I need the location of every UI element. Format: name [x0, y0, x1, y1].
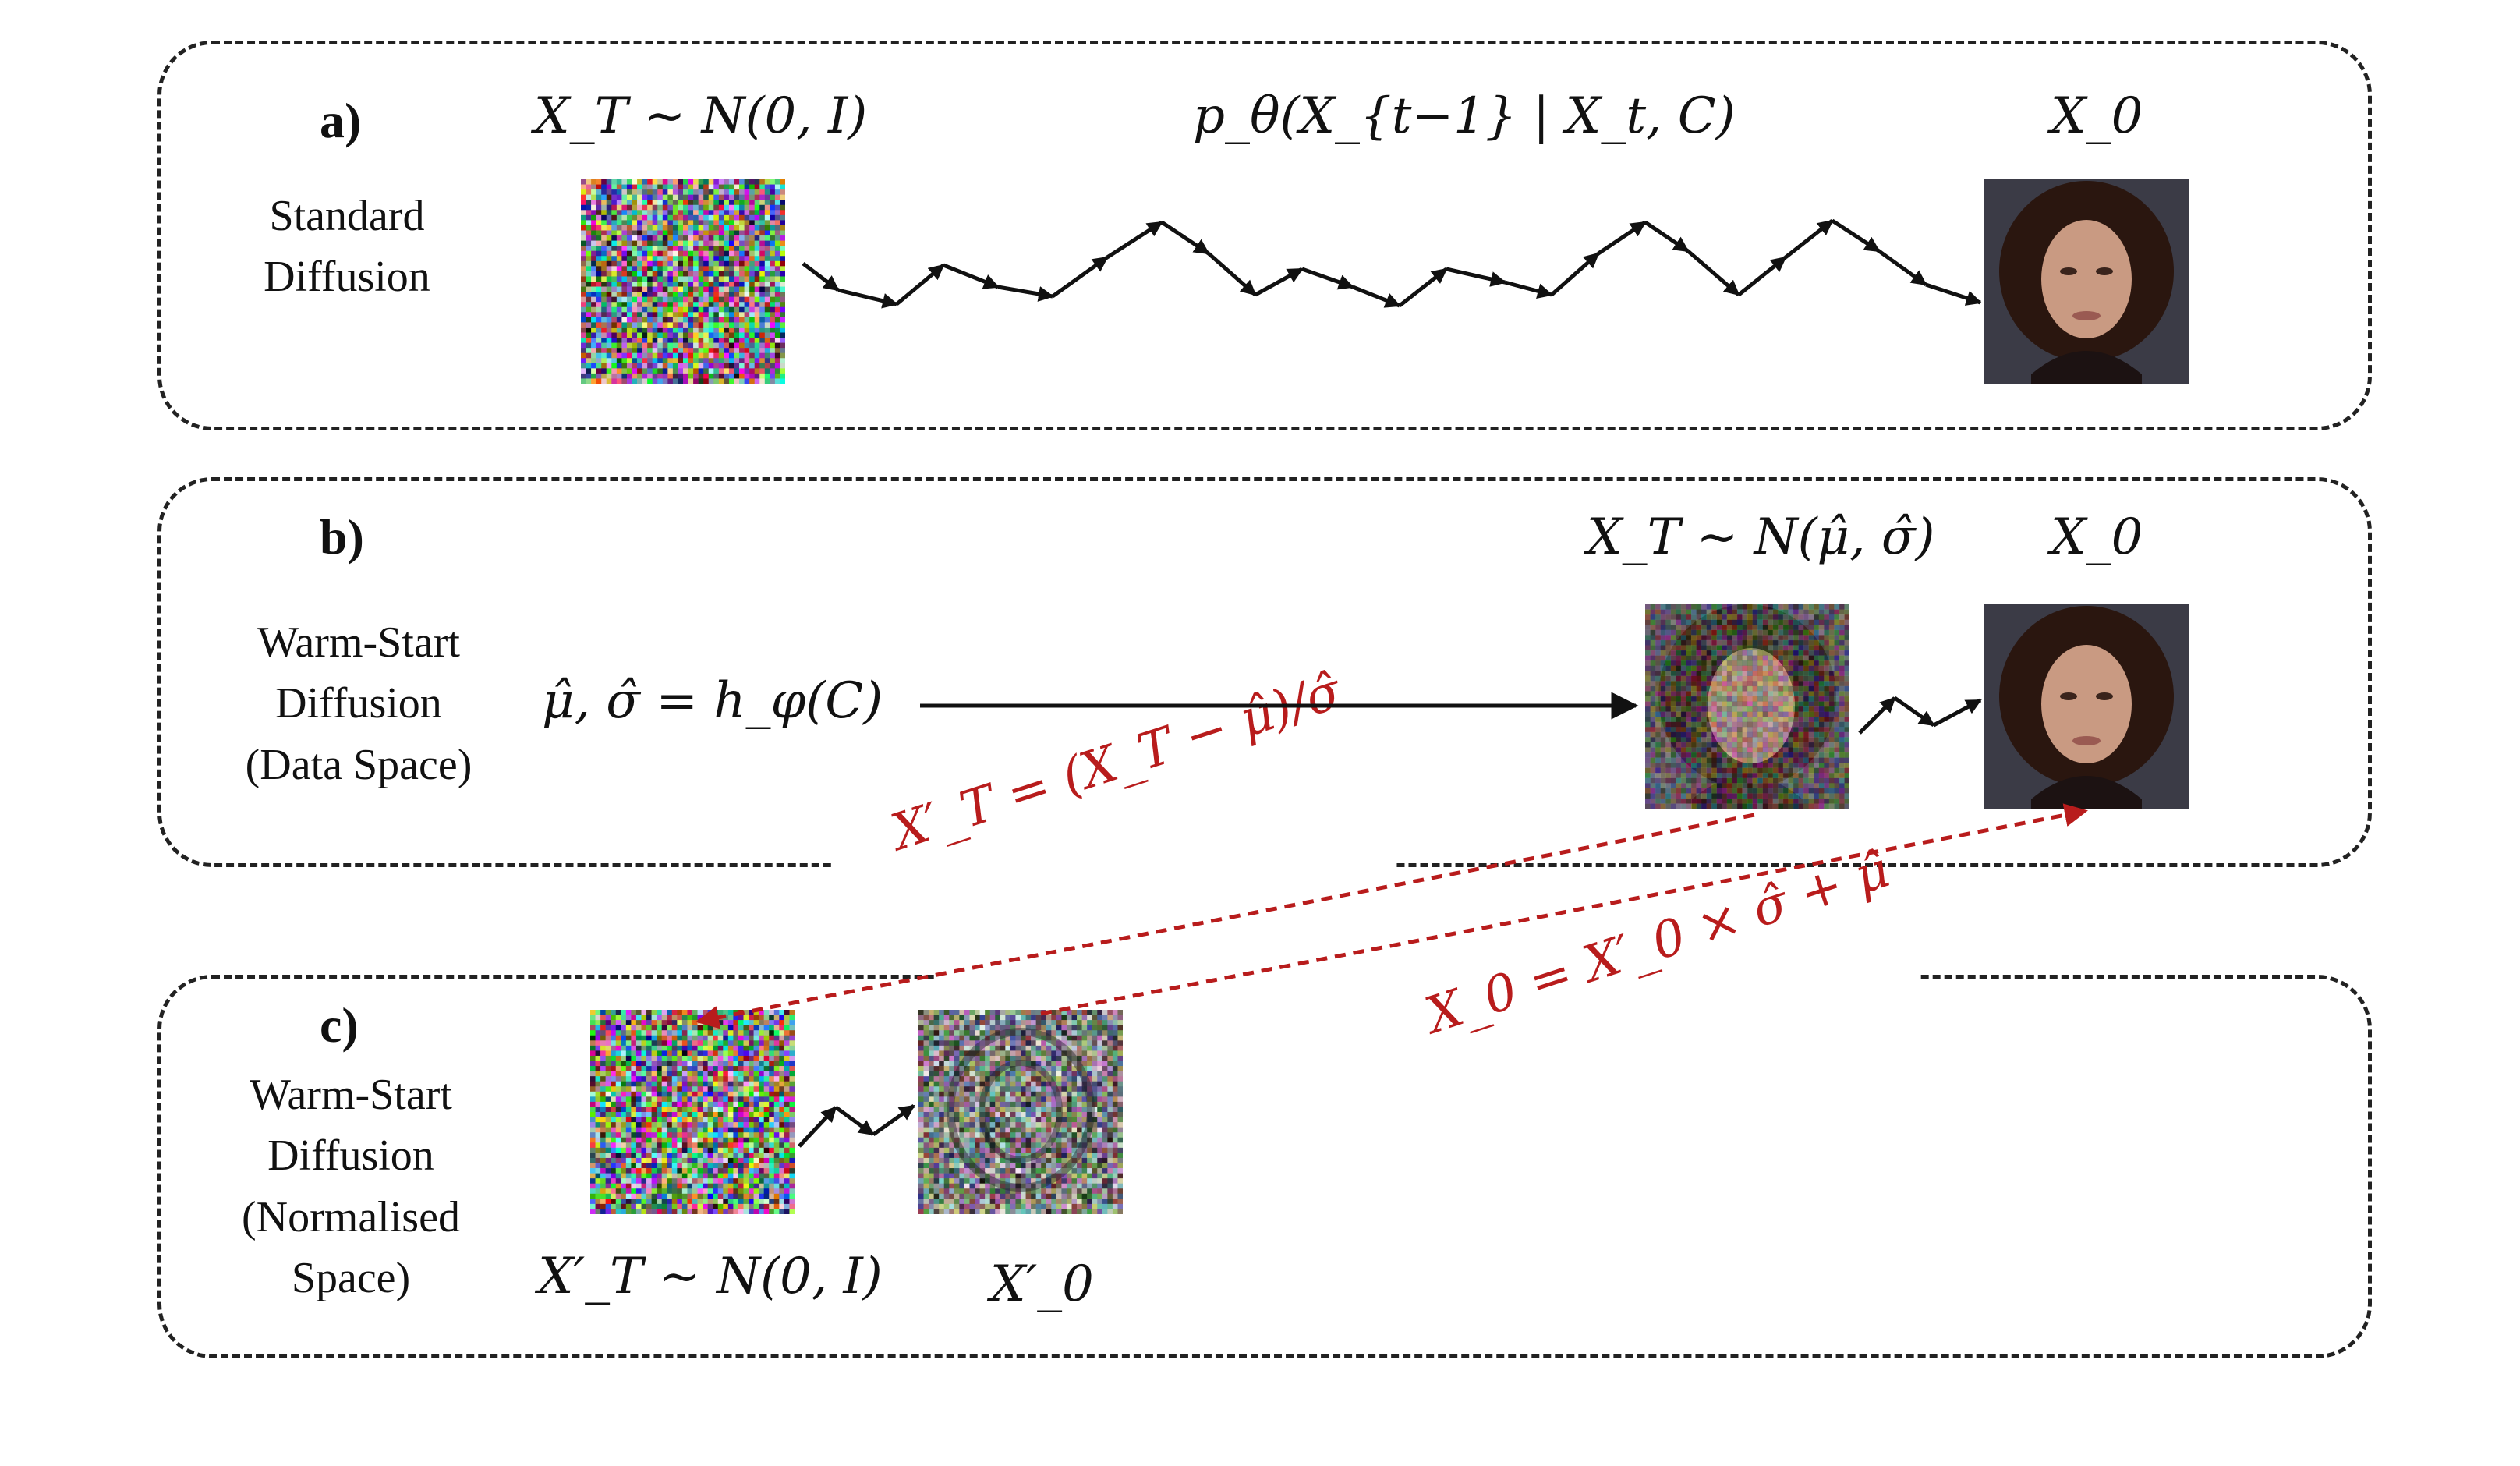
panel-c-zigzag-chain — [798, 1103, 915, 1148]
panel-b-end-label: X_0 — [2051, 508, 2143, 566]
panel-b-face-image — [1984, 604, 2189, 809]
panel-a-start-label: X_T ~ N(0, I) — [534, 87, 868, 145]
panel-c-letter: c) — [320, 997, 359, 1053]
panel-a-title: Standard Diffusion — [230, 186, 464, 308]
panel-a-letter: a) — [320, 93, 362, 148]
panel-b-title-line2: Diffusion — [275, 679, 442, 728]
panel-b-zigzag-chain — [1858, 696, 1982, 735]
panel-c-title: Warm-Start Diffusion (Normalised Space) — [199, 1064, 503, 1309]
panel-b-title: Warm-Start Diffusion (Data Space) — [207, 612, 511, 795]
panel-b-start-label: X_T ~ N(μ̂, σ̂) — [1587, 508, 1935, 566]
panel-c-title-line2: Diffusion — [267, 1131, 434, 1181]
denormalise-arrow — [1040, 803, 2088, 1016]
panel-c-normalised-sample-image — [918, 1010, 1123, 1214]
panel-b-title-line1: Warm-Start — [257, 618, 460, 667]
panel-c-title-line4: Space) — [291, 1254, 411, 1303]
panel-c-end-label: X′_0 — [990, 1255, 1094, 1313]
panel-c-start-label: X′_T ~ N(0, I) — [538, 1248, 883, 1305]
panel-b-predictor-label: μ̂, σ̂ = h_φ(C) — [542, 672, 883, 730]
panel-a-title-line1: Standard — [269, 192, 425, 240]
panel-b-letter: b) — [320, 509, 364, 565]
panel-b-title-line3: (Data Space) — [245, 740, 472, 789]
panel-c-title-line3: (Normalised — [242, 1192, 460, 1241]
panel-a-end-label: X_0 — [2051, 87, 2143, 145]
panel-a-zigzag-chain — [802, 218, 1982, 309]
panel-a-face-image — [1984, 179, 2189, 384]
panel-a-noise-image — [581, 179, 785, 384]
normalise-arrow — [695, 813, 1755, 1029]
panel-standard-diffusion — [158, 41, 2372, 430]
panel-a-process-label: p_θ(X_{t−1} | X_t, C) — [1193, 87, 1736, 145]
panel-a-title-line2: Diffusion — [264, 253, 430, 302]
panel-c-title-line1: Warm-Start — [250, 1071, 452, 1119]
panel-c-noise-image — [590, 1010, 795, 1214]
panel-b-noisy-face-image — [1645, 604, 1849, 809]
